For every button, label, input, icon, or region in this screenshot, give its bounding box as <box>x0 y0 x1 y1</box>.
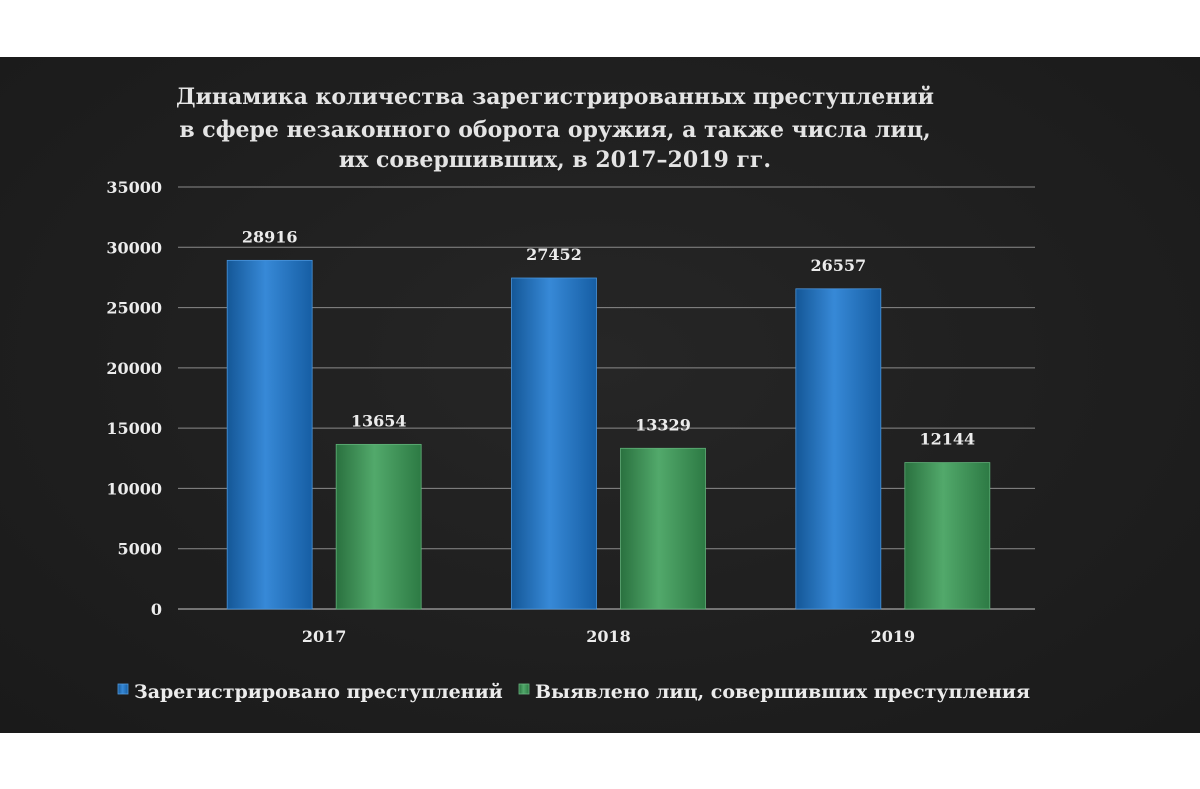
y-tick-label: 35000 <box>106 178 162 197</box>
legend-item: Зарегистрировано преступлений <box>117 681 503 703</box>
bar <box>620 447 706 610</box>
gridlines <box>178 186 1035 610</box>
bars <box>226 259 991 610</box>
bar <box>904 462 991 610</box>
y-tick-label: 0 <box>151 600 162 619</box>
y-tick-label: 15000 <box>106 419 162 438</box>
chart-title-line: Динамика количества зарегистрированных п… <box>176 84 934 110</box>
bar <box>511 277 597 610</box>
y-tick-label: 30000 <box>106 238 162 257</box>
x-tick-label: 2019 <box>871 627 916 646</box>
chart-title-line: их совершивших, в 2017–2019 гг. <box>339 147 771 173</box>
labels: 0 5000 10000 15000 20000 25000 30000 35000 2017 2… <box>106 178 975 646</box>
bar <box>795 288 882 610</box>
legend-marker <box>518 683 530 695</box>
bar <box>226 259 313 610</box>
data-label: 13329 <box>635 415 691 434</box>
data-label: 12144 <box>919 430 975 449</box>
x-tick-label: 2017 <box>302 627 347 646</box>
chart-panel <box>0 57 1200 733</box>
chart-title: Динамика количества зарегистрированных п… <box>176 84 934 173</box>
legend-label: Выявлено лиц, совершивших преступления <box>535 681 1030 703</box>
data-label: 28916 <box>242 227 298 246</box>
y-tick-label: 20000 <box>106 359 162 378</box>
x-tick-label: 2018 <box>586 627 631 646</box>
y-tick-label: 5000 <box>117 540 162 559</box>
data-label: 13654 <box>351 411 407 430</box>
bar <box>335 443 422 610</box>
legend-label: Зарегистрировано преступлений <box>134 681 503 703</box>
y-tick-label: 10000 <box>106 479 162 498</box>
data-label: 27452 <box>526 245 582 264</box>
legend: Зарегистрировано преступлений Выявлено л… <box>117 681 1030 703</box>
data-label: 26557 <box>810 256 866 275</box>
legend-item: Выявлено лиц, совершивших преступления <box>518 681 1030 703</box>
legend-marker <box>117 683 129 695</box>
chart-title-line: в сфере незаконного оборота оружия, а та… <box>179 117 930 143</box>
y-tick-label: 25000 <box>106 299 162 318</box>
